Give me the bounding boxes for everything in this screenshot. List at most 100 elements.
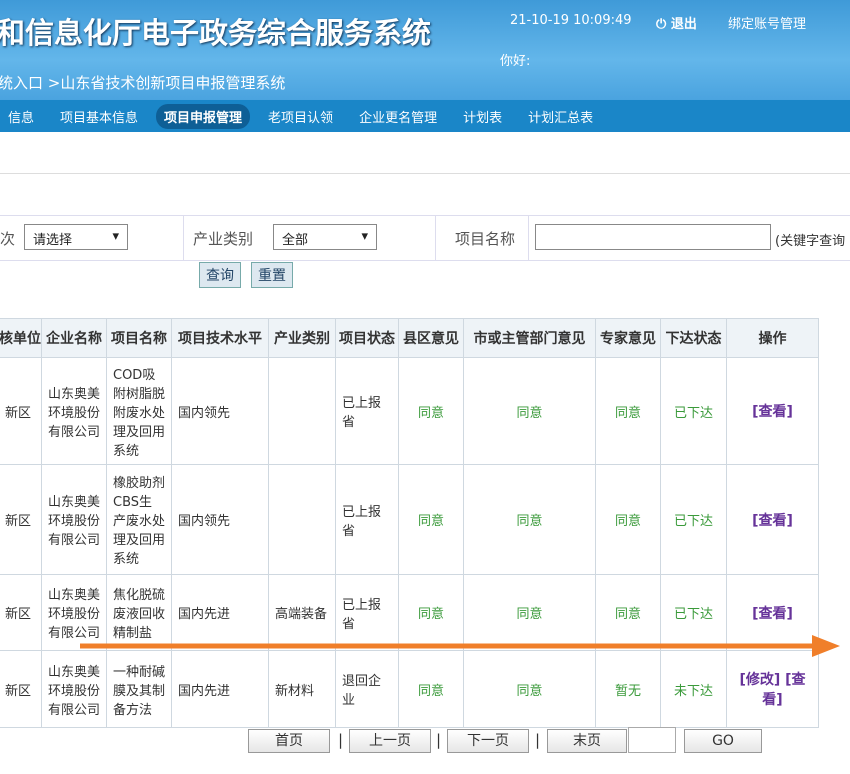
table-cell: 新材料 <box>268 650 336 728</box>
sep <box>183 216 184 260</box>
column-header: 下达状态 <box>660 318 727 358</box>
nav-item[interactable]: 项目申报管理 <box>156 103 251 129</box>
greeting: 你好: <box>500 54 531 69</box>
table-cell: 山东奥美环境股份有限公司 <box>41 650 107 728</box>
table-cell: 同意 <box>463 357 596 465</box>
go-button[interactable]: GO <box>684 729 762 753</box>
clock: 21-10-19 10:09:49 <box>510 13 632 28</box>
page-separator: | <box>338 731 344 749</box>
arrow-head <box>812 635 840 657</box>
column-header: 产业类别 <box>268 318 336 358</box>
actions-cell: [修改] [查看] <box>726 650 819 728</box>
page-button[interactable]: 上一页 <box>349 729 431 753</box>
header: 和信息化厅电子政务综合服务系统 21-10-19 10:09:49 ⏻ 退出 绑… <box>0 0 850 100</box>
table-cell: 退回企业 <box>335 650 399 728</box>
table-cell: 未下达 <box>660 650 727 728</box>
table-cell: 山东奥美环境股份有限公司 <box>41 357 107 465</box>
table-cell: 同意 <box>595 464 661 575</box>
page-separator: | <box>436 731 442 749</box>
table-cell: 国内领先 <box>171 464 269 575</box>
industry-label: 产业类别 <box>193 230 254 248</box>
actions-cell: [查看] <box>726 574 819 651</box>
table-cell: 橡胶助剂CBS生产废水处理及回用系统 <box>106 464 172 575</box>
table-cell: 高端装备 <box>268 574 336 651</box>
table-cell <box>268 357 336 465</box>
table-cell: 新区 <box>0 574 42 651</box>
table-cell: 一种耐碱膜及其制备方法 <box>106 650 172 728</box>
nav-item[interactable]: 计划汇总表 <box>528 110 594 126</box>
breadcrumb: 统入口 >山东省技术创新项目申报管理系统 <box>0 74 286 92</box>
table-cell: 同意 <box>398 650 464 728</box>
table-cell: 同意 <box>463 650 596 728</box>
region-label: 次 <box>0 230 16 248</box>
table-cell: 同意 <box>398 357 464 465</box>
table-cell: 已下达 <box>660 574 727 651</box>
table-cell: 山东奥美环境股份有限公司 <box>41 464 107 575</box>
name-hint: (关键字查询 <box>775 234 846 249</box>
column-header: 项目状态 <box>335 318 399 358</box>
page-button[interactable]: 下一页 <box>447 729 529 753</box>
table-cell: 国内先进 <box>171 650 269 728</box>
column-header: 核单位 <box>0 318 42 358</box>
nav-item[interactable]: 老项目认领 <box>268 110 334 126</box>
column-header: 县区意见 <box>398 318 464 358</box>
table-cell: 国内领先 <box>171 357 269 465</box>
table-row: 新区 山东奥美环境股份有限公司 焦化脱硫废液回收精制盐 国内先进 高端装备 已上报省 同意同… <box>0 574 819 651</box>
column-header: 项目技术水平 <box>171 318 269 358</box>
table-cell: 新区 <box>0 464 42 575</box>
sep <box>528 216 529 260</box>
action-link[interactable]: [查看] <box>752 512 793 529</box>
search-button[interactable]: 查询 <box>199 262 241 288</box>
column-header: 专家意见 <box>595 318 661 358</box>
page-input[interactable] <box>628 727 676 753</box>
column-header: 项目名称 <box>106 318 172 358</box>
column-header: 市或主管部门意见 <box>463 318 596 358</box>
filter-row: 次 请选择 ▾ 产业类别 全部 ▾ 项目名称 (关键字查询 <box>0 215 850 261</box>
page-button[interactable]: 末页 <box>547 729 627 753</box>
table-cell: 焦化脱硫废液回收精制盐 <box>106 574 172 651</box>
industry-select[interactable]: 全部 ▾ <box>273 224 377 250</box>
action-link[interactable]: [修改] <box>739 672 781 688</box>
table-row: 新区 山东奥美环境股份有限公司 橡胶助剂CBS生产废水处理及回用系统 国内领先 已上报省… <box>0 464 819 575</box>
column-header: 操作 <box>726 318 819 358</box>
table-cell: 已下达 <box>660 464 727 575</box>
project-table: 核单位 企业名称 项目名称 项目技术水平 产业类别 项目状态 县区意见 市或主管部门意见 专家意… <box>0 318 819 728</box>
nav-item[interactable]: 项目基本信息 <box>60 110 139 126</box>
table-cell: 新区 <box>0 650 42 728</box>
page-separator: | <box>535 731 541 749</box>
table-cell <box>268 464 336 575</box>
arrow-overlay <box>80 635 840 657</box>
sep <box>435 216 436 260</box>
action-link[interactable]: [查看] <box>752 404 793 420</box>
reset-button[interactable]: 重置 <box>251 262 293 288</box>
page-button[interactable]: 首页 <box>248 729 330 753</box>
table-cell: 已上报省 <box>335 574 399 651</box>
action-link[interactable]: [查看] <box>762 672 806 708</box>
logout[interactable]: ⏻ 退出 <box>656 17 697 32</box>
nav-item[interactable]: 计划表 <box>463 110 503 126</box>
nav-item[interactable]: 企业更名管理 <box>359 110 438 126</box>
divider <box>0 173 850 174</box>
name-label: 项目名称 <box>455 230 516 248</box>
bind-account[interactable]: 绑定账号管理 <box>728 17 807 32</box>
action-link[interactable]: [查看] <box>752 605 793 622</box>
table-cell: 国内先进 <box>171 574 269 651</box>
industry-value[interactable]: 全部 <box>282 233 309 248</box>
table-cell: 同意 <box>398 464 464 575</box>
table-cell: 已上报省 <box>335 464 399 575</box>
name-input[interactable] <box>535 224 771 250</box>
table-cell: 新区 <box>0 357 42 465</box>
table-cell: COD吸附树脂脱附废水处理及回用系统 <box>106 357 172 465</box>
region-value[interactable]: 请选择 <box>33 233 73 248</box>
column-header: 企业名称 <box>41 318 107 358</box>
nav-item[interactable]: 信息 <box>8 110 35 126</box>
actions-cell: [查看] <box>726 357 819 465</box>
system-title: 和信息化厅电子政务综合服务系统 <box>0 16 432 50</box>
table-cell: 已上报省 <box>335 357 399 465</box>
table-cell: 同意 <box>595 574 661 651</box>
table-cell: 已下达 <box>660 357 727 465</box>
logout-text[interactable]: 退出 <box>670 17 697 32</box>
table-row: 新区 山东奥美环境股份有限公司 COD吸附树脂脱附废水处理及回用系统 国内领先 已上报省… <box>0 357 819 465</box>
region-select[interactable]: 请选择 ▾ <box>24 224 128 250</box>
